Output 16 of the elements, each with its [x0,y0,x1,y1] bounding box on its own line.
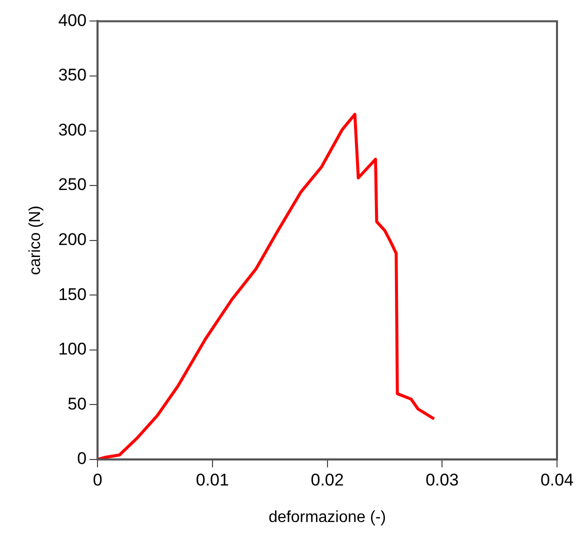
y-tick-label: 400 [58,10,87,30]
y-axis-title: carico (N) [27,206,44,275]
y-tick-label: 350 [58,66,87,85]
y-tick-label: 0 [77,449,87,468]
x-tick-label: 0.02 [310,470,344,490]
x-tick-label: 0.04 [540,470,574,490]
y-tick-label: 150 [58,284,87,304]
y-tick-label: 100 [58,340,87,359]
x-axis-title: deformazione (-) [268,508,386,526]
y-tick-label: 50 [68,394,87,414]
y-tick-label: 250 [58,175,87,194]
x-tick-label: 0.03 [426,470,459,490]
y-tick-label: 200 [58,230,87,249]
x-tick-label: 0.01 [196,470,229,490]
y-tick-label: 300 [58,120,87,140]
x-tick-label: 0 [92,470,102,490]
